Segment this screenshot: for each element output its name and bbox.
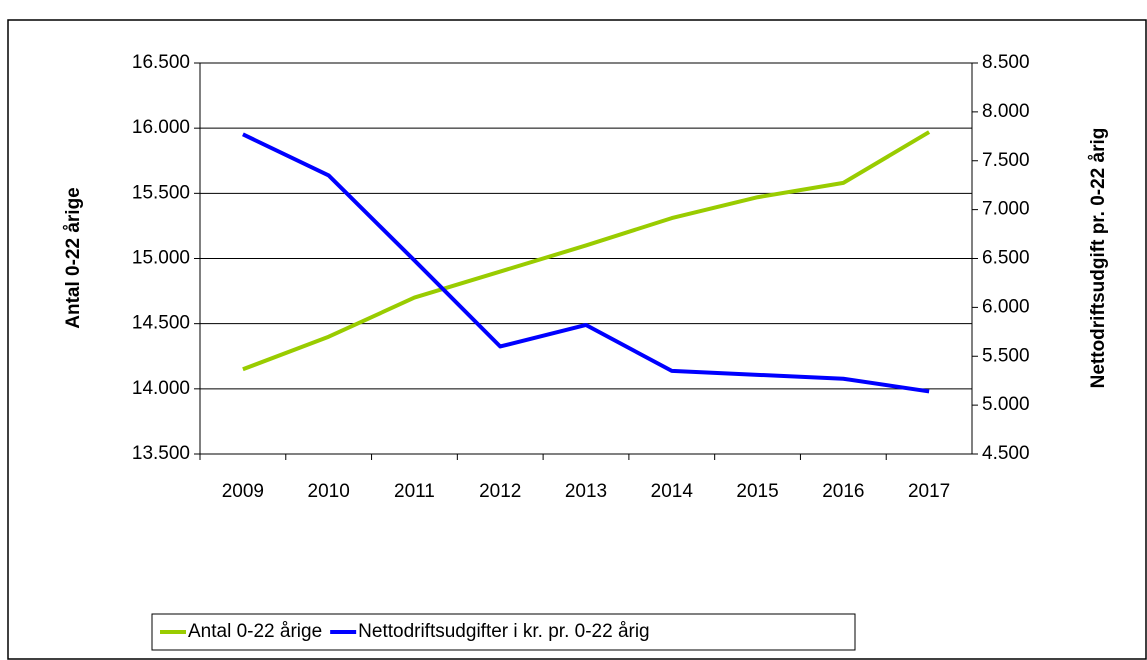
y-tick-label: 16.500 [132, 52, 190, 73]
x-tick-label: 2010 [308, 481, 350, 502]
y2-tick-label: 4.500 [982, 443, 1030, 464]
chart-frame [7, 19, 1147, 660]
x-tick-label: 2014 [651, 481, 694, 502]
y-tick-label: 13.500 [132, 443, 190, 464]
y-tick-label: 15.500 [132, 182, 190, 203]
plot-frame [199, 62, 973, 455]
y-tick-label: 14.500 [132, 313, 190, 334]
y2-axis-title: Nettodriftsudgift pr. 0-22 årig [1088, 128, 1109, 389]
y-tick-label: 14.000 [132, 378, 190, 399]
y2-tick-label: 8.500 [982, 52, 1030, 73]
y2-tick-label: 5.000 [982, 394, 1030, 415]
x-tick-label: 2016 [822, 481, 864, 502]
y2-tick-label: 6.500 [982, 248, 1030, 269]
y2-tick-label: 8.000 [982, 101, 1030, 122]
legend-label: Nettodriftsudgifter i kr. pr. 0-22 årig [358, 621, 649, 642]
series-line [242, 130, 931, 372]
x-tick-label: 2017 [908, 481, 950, 502]
x-tick-label: 2015 [736, 481, 778, 502]
x-tick-label: 2012 [479, 481, 521, 502]
y-axis-title: Antal 0-22 årige [63, 187, 84, 329]
series-line [242, 132, 930, 394]
x-tick-label: 2011 [394, 481, 435, 502]
x-tick-label: 2009 [222, 481, 264, 502]
legend-box [151, 613, 856, 651]
y2-tick-label: 7.500 [982, 150, 1030, 171]
x-tick-label: 2013 [565, 481, 607, 502]
y2-tick-label: 5.500 [982, 345, 1030, 366]
y-tick-label: 15.000 [132, 248, 190, 269]
y-tick-label: 16.000 [132, 117, 190, 138]
y2-tick-label: 6.000 [982, 296, 1030, 317]
legend-label: Antal 0-22 årige [188, 621, 322, 642]
y2-tick-label: 7.000 [982, 199, 1030, 220]
